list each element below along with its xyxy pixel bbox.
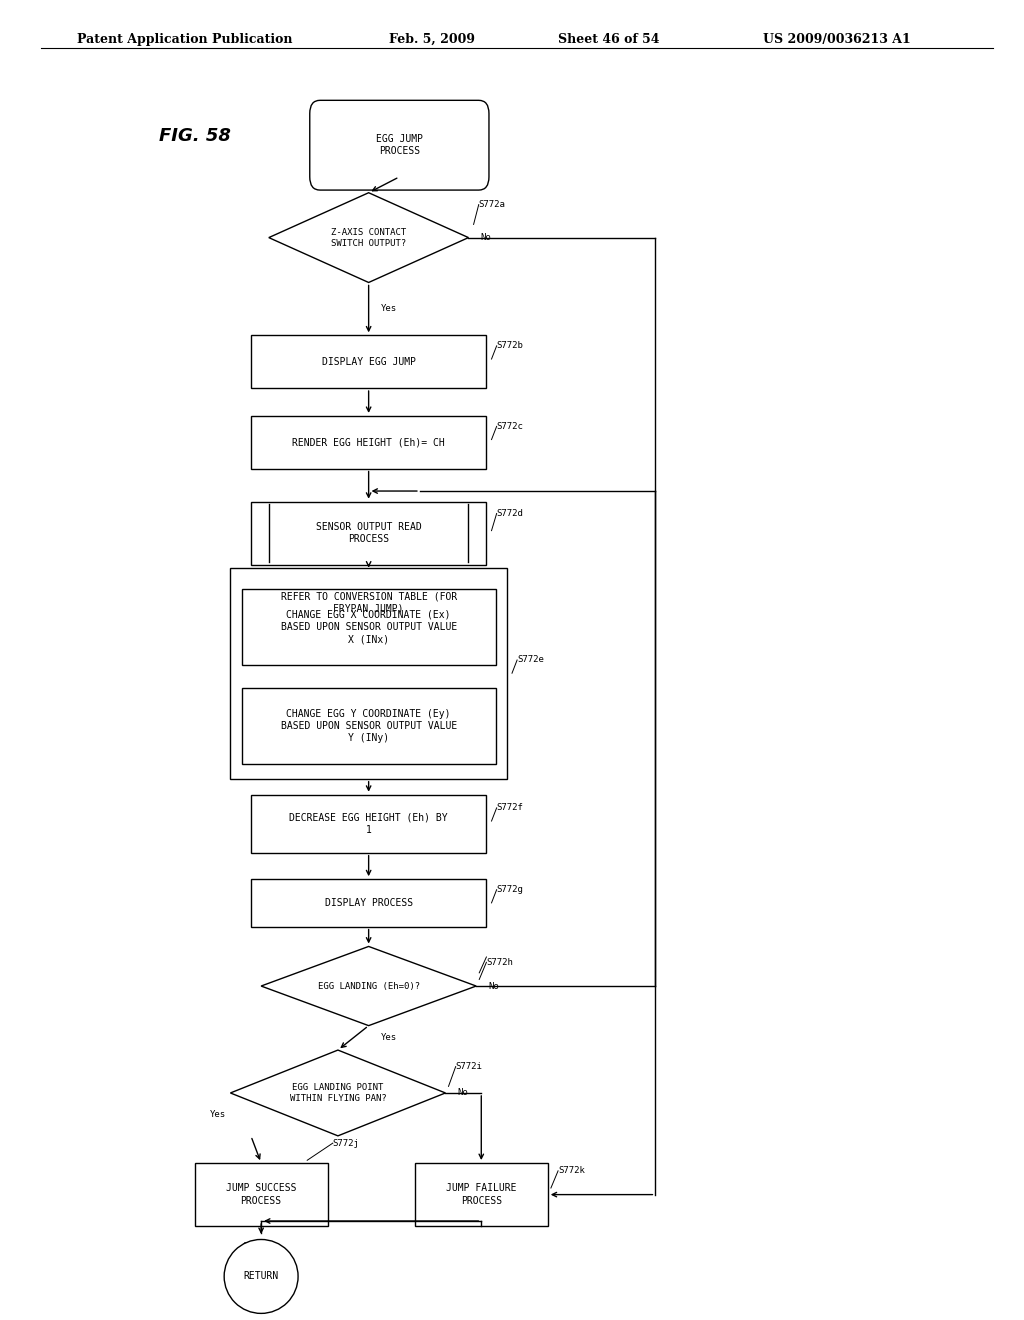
Text: Z-AXIS CONTACT
SWITCH OUTPUT?: Z-AXIS CONTACT SWITCH OUTPUT? bbox=[331, 227, 407, 248]
Text: US 2009/0036213 A1: US 2009/0036213 A1 bbox=[763, 33, 910, 46]
Text: EGG LANDING (Eh=0)?: EGG LANDING (Eh=0)? bbox=[317, 982, 420, 990]
Ellipse shape bbox=[224, 1239, 298, 1313]
Polygon shape bbox=[268, 193, 469, 282]
Text: Sheet 46 of 54: Sheet 46 of 54 bbox=[558, 33, 659, 46]
FancyBboxPatch shape bbox=[309, 100, 489, 190]
Bar bbox=[251, 335, 486, 388]
Text: Yes: Yes bbox=[210, 1110, 226, 1119]
Bar bbox=[251, 879, 486, 927]
Text: S772g: S772g bbox=[497, 886, 523, 894]
Text: RENDER EGG HEIGHT (Eh)= CH: RENDER EGG HEIGHT (Eh)= CH bbox=[292, 437, 445, 447]
Bar bbox=[415, 1163, 548, 1226]
Text: S772d: S772d bbox=[497, 510, 523, 517]
Text: JUMP FAILURE
PROCESS: JUMP FAILURE PROCESS bbox=[446, 1184, 516, 1205]
Text: S772k: S772k bbox=[558, 1167, 585, 1175]
Text: DISPLAY EGG JUMP: DISPLAY EGG JUMP bbox=[322, 356, 416, 367]
Text: S772a: S772a bbox=[479, 201, 506, 209]
Text: S772b: S772b bbox=[497, 342, 523, 350]
Text: EGG LANDING POINT
WITHIN FLYING PAN?: EGG LANDING POINT WITHIN FLYING PAN? bbox=[290, 1082, 386, 1104]
Text: S772c: S772c bbox=[497, 422, 523, 430]
Text: S772h: S772h bbox=[486, 958, 513, 966]
Text: Yes: Yes bbox=[381, 305, 397, 313]
Text: S772j: S772j bbox=[243, 1242, 269, 1251]
Text: EGG JUMP
PROCESS: EGG JUMP PROCESS bbox=[376, 135, 423, 156]
Text: CHANGE EGG Y COORDINATE (Ey)
BASED UPON SENSOR OUTPUT VALUE
Y (INy): CHANGE EGG Y COORDINATE (Ey) BASED UPON … bbox=[281, 709, 457, 743]
Text: FIG. 58: FIG. 58 bbox=[159, 127, 230, 145]
Bar bbox=[251, 416, 486, 469]
Text: JUMP SUCCESS
PROCESS: JUMP SUCCESS PROCESS bbox=[226, 1184, 296, 1205]
Text: S772i: S772i bbox=[456, 1063, 482, 1071]
Bar bbox=[251, 795, 486, 853]
Text: No: No bbox=[488, 982, 499, 990]
Bar bbox=[242, 688, 496, 764]
Text: Patent Application Publication: Patent Application Publication bbox=[77, 33, 292, 46]
Text: No: No bbox=[481, 234, 492, 242]
Text: Feb. 5, 2009: Feb. 5, 2009 bbox=[389, 33, 475, 46]
Text: S772f: S772f bbox=[497, 804, 523, 812]
Polygon shape bbox=[261, 946, 476, 1026]
Bar bbox=[230, 568, 507, 779]
Text: CHANGE EGG X COORDINATE (Ex)
BASED UPON SENSOR OUTPUT VALUE
X (INx): CHANGE EGG X COORDINATE (Ex) BASED UPON … bbox=[281, 610, 457, 644]
Text: S772j: S772j bbox=[333, 1139, 359, 1147]
Text: DECREASE EGG HEIGHT (Eh) BY
1: DECREASE EGG HEIGHT (Eh) BY 1 bbox=[290, 813, 447, 834]
Text: No: No bbox=[458, 1089, 468, 1097]
Text: S772e: S772e bbox=[517, 656, 544, 664]
Polygon shape bbox=[230, 1051, 445, 1135]
Text: SENSOR OUTPUT READ
PROCESS: SENSOR OUTPUT READ PROCESS bbox=[315, 523, 422, 544]
Text: Yes: Yes bbox=[381, 1034, 397, 1043]
Text: RETURN: RETURN bbox=[244, 1271, 279, 1282]
Bar bbox=[242, 589, 496, 665]
Bar bbox=[195, 1163, 328, 1226]
Bar bbox=[251, 502, 486, 565]
Text: DISPLAY PROCESS: DISPLAY PROCESS bbox=[325, 898, 413, 908]
Text: REFER TO CONVERSION TABLE (FOR
FRYPAN JUMP): REFER TO CONVERSION TABLE (FOR FRYPAN JU… bbox=[281, 591, 457, 614]
